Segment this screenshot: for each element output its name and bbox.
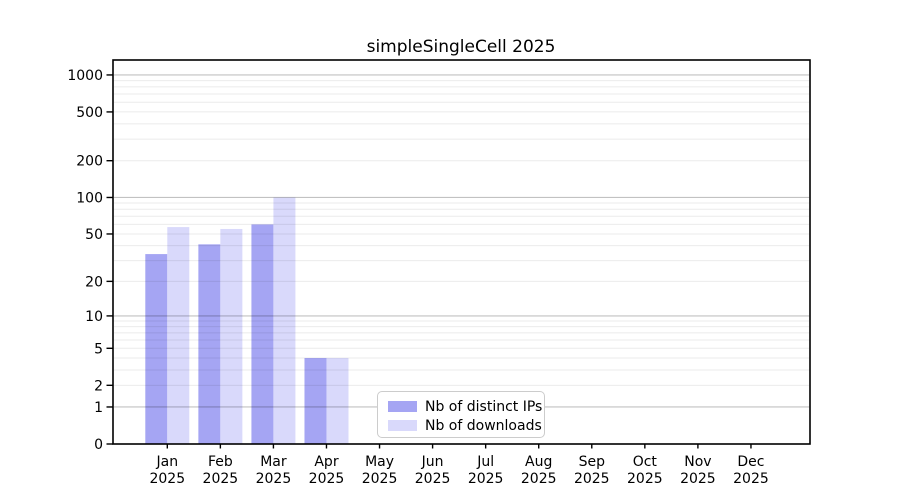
legend-row-downloads: Nb of downloads: [378, 416, 544, 435]
chart-title: simpleSingleCell 2025: [366, 37, 556, 57]
x-tick-label-month: Jul: [476, 454, 494, 470]
x-tick-label-month: Jun: [421, 454, 444, 470]
y-tick-label: 1: [94, 400, 103, 416]
x-tick-label-year: 2025: [256, 471, 292, 487]
bar-distinct-ips-jan: [145, 254, 168, 444]
y-tick-label: 0: [94, 437, 103, 453]
plot-border: [112, 59, 811, 445]
y-tick-label: 200: [76, 154, 103, 170]
y-tick-label: 500: [76, 105, 103, 121]
x-tick-label-month: Feb: [208, 454, 233, 470]
x-tick-label-year: 2025: [733, 471, 769, 487]
y-tick-label: 1000: [67, 68, 103, 84]
x-tick-label-month: Aug: [525, 454, 552, 470]
x-tick-label-month: Nov: [684, 454, 711, 470]
x-tick-label-year: 2025: [362, 471, 398, 487]
x-tick-label-year: 2025: [574, 471, 610, 487]
y-tick-label: 20: [85, 274, 103, 290]
x-tick-label-month: Mar: [260, 454, 287, 470]
x-tick-label-year: 2025: [468, 471, 504, 487]
bar-distinct-ips-apr: [304, 358, 327, 444]
bar-downloads-jan: [167, 227, 190, 444]
x-tick-label-year: 2025: [309, 471, 345, 487]
x-tick-label-month: Dec: [737, 454, 764, 470]
legend-label-distinct-ips: Nb of distinct IPs: [425, 398, 543, 415]
y-tick-label: 50: [85, 227, 103, 243]
y-tick-label: 2: [94, 378, 103, 394]
bar-downloads-mar: [273, 197, 296, 444]
y-tick-label: 100: [76, 190, 103, 206]
x-tick-label-month: Apr: [314, 454, 338, 470]
x-tick-label-year: 2025: [415, 471, 451, 487]
bar-downloads-feb: [220, 228, 243, 444]
legend-row-distinct-ips: Nb of distinct IPs: [378, 397, 544, 416]
legend: Nb of distinct IPs Nb of downloads: [377, 391, 545, 438]
x-tick-label-year: 2025: [627, 471, 663, 487]
x-tick-label-month: May: [365, 454, 394, 470]
legend-label-downloads: Nb of downloads: [425, 417, 542, 434]
x-tick-label-year: 2025: [149, 471, 185, 487]
x-tick-label-month: Sep: [579, 454, 606, 470]
x-tick-label-year: 2025: [203, 471, 239, 487]
x-tick-label-month: Jan: [156, 454, 179, 470]
bar-distinct-ips-feb: [198, 244, 221, 444]
bar-downloads-apr: [326, 358, 349, 444]
bar-distinct-ips-mar: [251, 224, 274, 444]
y-tick-label: 10: [85, 309, 103, 325]
legend-swatch-downloads: [388, 420, 417, 431]
x-tick-label-year: 2025: [680, 471, 716, 487]
x-tick-label-month: Oct: [633, 454, 658, 470]
x-tick-label-year: 2025: [521, 471, 557, 487]
legend-swatch-distinct-ips: [388, 401, 417, 412]
y-tick-label: 5: [94, 341, 103, 357]
